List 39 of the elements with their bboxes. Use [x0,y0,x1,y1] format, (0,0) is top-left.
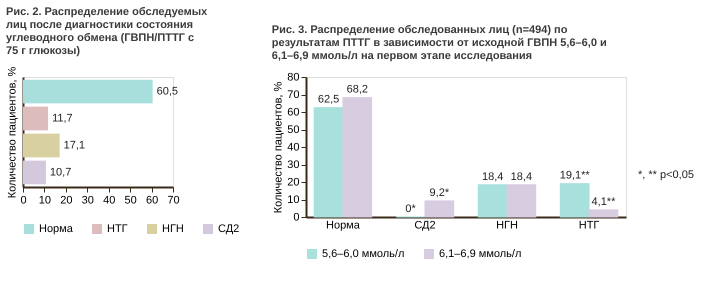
data-label: 10,7 [50,166,72,178]
x-tick-label: Норма [326,220,361,232]
data-label: 4,1** [592,196,616,208]
data-label: 9,2* [430,186,450,199]
legend-label: 5,6–6,0 ммоль/л [322,248,404,260]
chart-title: Рис. 2. Распределение обследуемых лиц после диагностики состояния углеводного обмена (ГВПН/ПТТГ с 75 г глюкозы) [6,6,208,58]
y-tick-label: 40 [287,142,300,154]
y-tick-label: 70 [287,89,300,101]
x-tick-label: СД2 [414,220,436,232]
data-label: 18,4 [510,170,532,183]
y-tick-label: 60 [287,106,300,118]
y-tick-label: 80 [287,72,300,84]
text: *, ** p<0,05 [638,169,694,181]
y-axis-title: Количество пациентов, % [6,66,18,198]
data-label: 62,5 [318,94,340,106]
data-label: 18,4 [482,170,504,183]
y-axis-title: Количество пациентов, % [272,81,284,214]
y-tick-label: 50 [287,124,300,136]
x-tick-label: 70 [167,194,180,206]
y-tick-label: 0 [293,212,300,224]
x-tick-label: 30 [82,194,94,206]
x-tick-label: 20 [60,194,72,206]
x-tick-label: 40 [103,194,116,206]
legend-label: 6,1–6,9 ммоль/л [439,248,522,260]
x-tick-label: 10 [38,194,52,206]
data-label: 60,5 [156,86,178,98]
x-tick-label: НГН [496,220,518,232]
data-label: 19,1** [560,170,590,182]
data-label: 0* [405,203,417,215]
y-tick-label: 20 [287,176,300,188]
chart-title: Рис. 3. Распределение обследованных лиц (n=494) по результатам ПТТГ в зависимости от исходной ГВПН 5,6–6,0 и 6,1–6,9 ммоль/л на первом этапе исследования [272,24,607,62]
x-tick-label: НТГ [578,220,600,232]
x-tick-label: 60 [146,194,158,206]
data-label: 11,7 [52,112,73,125]
x-tick-label: 50 [124,194,137,206]
data-label: 17,1 [64,139,86,152]
data-label: 68,2 [346,84,368,96]
y-tick-label: 30 [287,159,300,171]
x-tick-label: 0 [20,194,27,206]
